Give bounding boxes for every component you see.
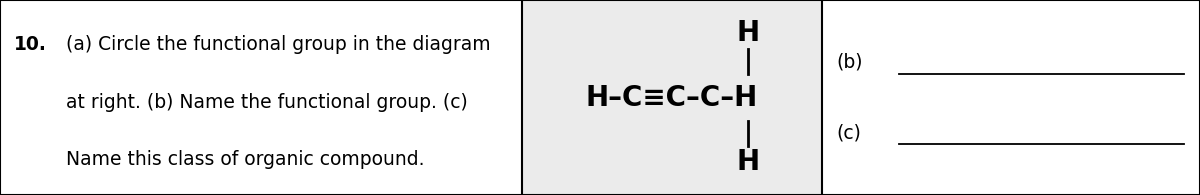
Text: Name this class of organic compound.: Name this class of organic compound.: [66, 150, 425, 169]
Text: H: H: [736, 19, 760, 47]
Text: (b): (b): [836, 53, 863, 72]
Bar: [522, 0, 822, 195]
Text: H: H: [736, 148, 760, 176]
Text: 10.: 10.: [14, 35, 47, 54]
Text: H–C≡C–C–H: H–C≡C–C–H: [586, 83, 758, 112]
Text: (c): (c): [836, 123, 862, 142]
Text: at right. (b) Name the functional group. (c): at right. (b) Name the functional group.…: [66, 93, 468, 112]
Text: (a) Circle the functional group in the diagram: (a) Circle the functional group in the d…: [66, 35, 491, 54]
